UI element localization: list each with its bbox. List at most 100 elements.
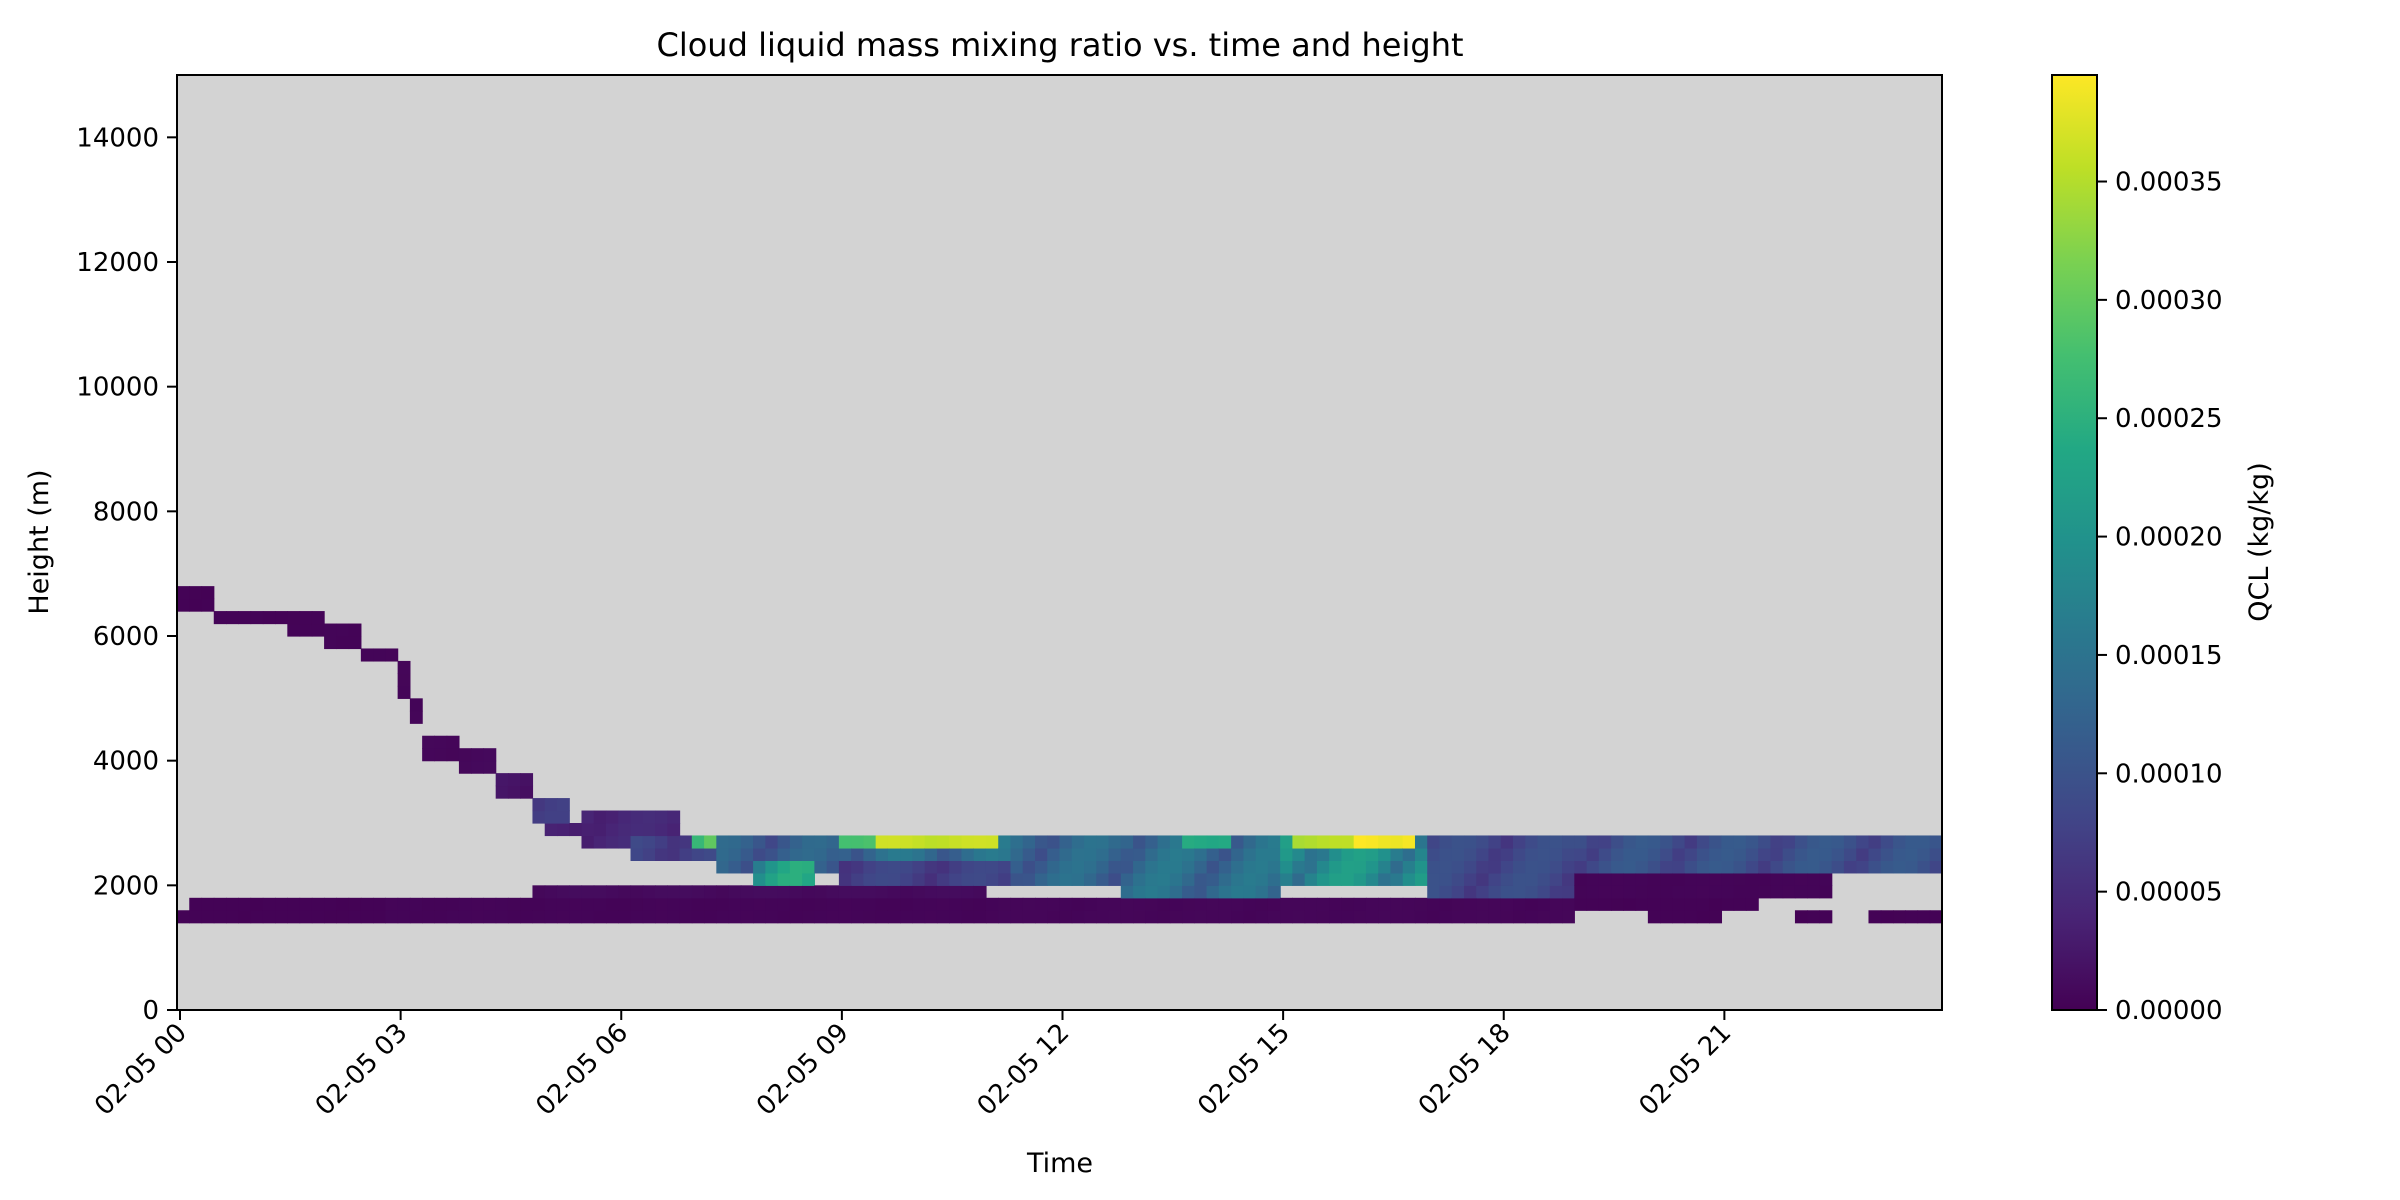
heatmap-cell xyxy=(961,847,975,861)
heatmap-cell xyxy=(1709,847,1723,861)
heatmap-cell xyxy=(765,872,779,886)
heatmap-cell xyxy=(691,885,705,899)
heatmap-cell xyxy=(1402,910,1416,924)
heatmap-cell xyxy=(826,910,840,924)
heatmap-cell xyxy=(1770,835,1784,849)
heatmap-cell xyxy=(789,835,803,849)
heatmap-cell xyxy=(704,835,717,849)
heatmap-cell xyxy=(1464,860,1477,874)
heatmap-cell xyxy=(373,648,386,662)
heatmap-cell xyxy=(1721,885,1735,899)
heatmap-cell xyxy=(728,847,742,861)
heatmap-cell xyxy=(618,810,632,824)
heatmap-cell xyxy=(691,835,705,849)
heatmap-cell xyxy=(1745,872,1759,886)
heatmap-cell xyxy=(348,897,362,911)
heatmap-cell xyxy=(753,847,766,861)
heatmap-cell xyxy=(740,910,754,924)
heatmap-cell xyxy=(422,897,435,911)
heatmap-cell xyxy=(189,910,203,924)
heatmap-cell xyxy=(1831,847,1845,861)
heatmap-cell xyxy=(324,636,337,650)
heatmap-cell xyxy=(1770,847,1784,861)
heatmap-cell xyxy=(814,847,828,861)
heatmap-cell xyxy=(1905,835,1919,849)
heatmap-cell xyxy=(912,872,926,886)
heatmap-cell xyxy=(1292,897,1306,911)
heatmap-cell xyxy=(360,910,374,924)
heatmap-cell xyxy=(1145,847,1159,861)
heatmap-cell xyxy=(949,860,963,874)
heatmap-cell xyxy=(1243,910,1257,924)
heatmap-cell xyxy=(679,910,693,924)
heatmap-cell xyxy=(838,872,852,886)
heatmap-cell xyxy=(851,872,865,886)
heatmap-cell xyxy=(1059,897,1073,911)
heatmap-cell xyxy=(1660,885,1673,899)
heatmap-cell xyxy=(1059,910,1073,924)
heatmap-cell xyxy=(1231,872,1244,886)
heatmap-cell xyxy=(740,860,754,874)
heatmap-cell xyxy=(814,910,828,924)
heatmap-cell xyxy=(1255,910,1269,924)
heatmap-cell xyxy=(593,897,607,911)
heatmap-cell xyxy=(1206,897,1220,911)
heatmap-cell xyxy=(998,910,1012,924)
heatmap-cell xyxy=(704,847,717,861)
heatmap-cell xyxy=(1365,847,1379,861)
heatmap-cell xyxy=(1476,910,1490,924)
heatmap-cell xyxy=(642,823,656,837)
heatmap-cell xyxy=(1022,897,1036,911)
heatmap-cell xyxy=(1292,835,1306,849)
heatmap-cell xyxy=(1341,910,1355,924)
heatmap-cell xyxy=(851,860,865,874)
heatmap-cell xyxy=(1500,860,1514,874)
heatmap-cell xyxy=(924,872,938,886)
heatmap-cell xyxy=(1206,835,1220,849)
heatmap-cell xyxy=(985,835,999,849)
heatmap-cell xyxy=(936,860,950,874)
heatmap-cell xyxy=(728,835,742,849)
heatmap-cell xyxy=(777,910,791,924)
heatmap-cell xyxy=(1059,847,1073,861)
heatmap-cell xyxy=(593,835,607,849)
heatmap-cell xyxy=(1647,835,1661,849)
heatmap-cell xyxy=(287,611,301,625)
heatmap-cell xyxy=(924,885,938,899)
heatmap-cell xyxy=(1427,835,1441,849)
heatmap-cell xyxy=(777,847,791,861)
heatmap-cell xyxy=(483,748,497,762)
heatmap-cell xyxy=(851,847,865,861)
heatmap-cell xyxy=(1549,835,1563,849)
heatmap-cell xyxy=(1329,860,1343,874)
heatmap-cell xyxy=(1169,860,1183,874)
heatmap-cell xyxy=(1745,897,1759,911)
heatmap-cell xyxy=(213,611,227,625)
heatmap-cell xyxy=(1537,910,1551,924)
x-tick-label: 02-05 09 xyxy=(751,1018,855,1122)
heatmap-cell xyxy=(434,897,448,911)
heatmap-cell xyxy=(385,910,399,924)
heatmap-cell xyxy=(434,735,448,749)
heatmap-cell xyxy=(201,598,215,612)
heatmap-cell xyxy=(1427,885,1441,899)
heatmap-cell xyxy=(1010,847,1024,861)
heatmap-cell xyxy=(458,910,472,924)
heatmap-cell xyxy=(1096,910,1110,924)
heatmap-cell xyxy=(581,835,595,849)
heatmap-cell xyxy=(936,847,950,861)
heatmap-cell xyxy=(1525,860,1539,874)
heatmap-cell xyxy=(1819,860,1833,874)
heatmap-cell xyxy=(1071,860,1085,874)
heatmap-cell xyxy=(1647,872,1661,886)
heatmap-cell xyxy=(1304,835,1318,849)
heatmap-cell xyxy=(262,897,276,911)
heatmap-cell xyxy=(581,885,595,899)
heatmap-cell xyxy=(924,860,938,874)
heatmap-cell xyxy=(532,885,546,899)
heatmap-cell xyxy=(900,885,914,899)
heatmap-cell xyxy=(789,897,803,911)
heatmap-cell xyxy=(753,910,766,924)
heatmap-cell xyxy=(1598,835,1612,849)
heatmap-cell xyxy=(1378,860,1392,874)
